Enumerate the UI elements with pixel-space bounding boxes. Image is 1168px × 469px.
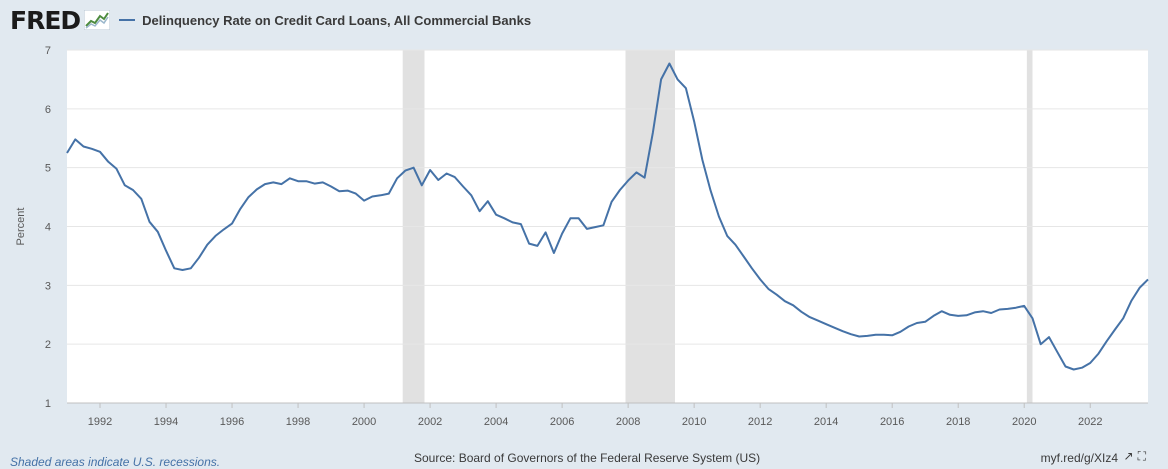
x-tick-label: 2012 — [748, 416, 772, 428]
fullscreen-icon[interactable]: ⛶ — [1137, 449, 1146, 463]
x-tick-label: 2004 — [484, 416, 508, 428]
x-tick-label: 1994 — [154, 416, 178, 428]
fred-graph-icon — [84, 10, 111, 30]
x-tick-label: 2008 — [616, 416, 640, 428]
footer-icons: ↗ ⛶ — [1124, 450, 1146, 462]
x-tick-label: 2016 — [880, 416, 904, 428]
chart-header: FRED Delinquency Rate on Credit Card Loa… — [10, 6, 531, 34]
y-tick-label: 5 — [45, 163, 51, 175]
x-tick-label: 1998 — [286, 416, 310, 428]
fred-logo[interactable]: FRED — [10, 5, 81, 35]
y-tick-label: 2 — [45, 339, 51, 351]
y-tick-label: 7 — [45, 45, 51, 57]
series-title: Delinquency Rate on Credit Card Loans, A… — [142, 12, 532, 28]
x-tick-label: 1992 — [88, 416, 112, 428]
x-tick-label: 2002 — [418, 416, 442, 428]
share-icon[interactable]: ↗ — [1123, 449, 1134, 463]
x-tick-label: 2020 — [1012, 416, 1036, 428]
x-tick-label: 1996 — [220, 416, 244, 428]
x-tick-label: 2014 — [814, 416, 838, 428]
short-link[interactable]: myf.red/g/XIz4 — [1040, 451, 1118, 465]
y-tick-label: 6 — [45, 104, 51, 116]
x-axis-ticks: 1992 1994 1996 1998 2000 2002 2004 2006 2008 2010… — [88, 403, 1102, 428]
x-tick-label: 2010 — [682, 416, 706, 428]
x-tick-label: 2022 — [1078, 416, 1102, 428]
y-axis-ticks: 1 2 3 4 5 6 7 — [45, 45, 51, 410]
legend-swatch — [119, 19, 136, 21]
x-tick-label: 2006 — [550, 416, 574, 428]
y-tick-label: 3 — [45, 280, 51, 292]
y-axis-label: Percent — [15, 208, 27, 246]
series-line-delinquency-rate[interactable] — [66, 62, 1149, 371]
source-text: Source: Board of Governors of the Federa… — [414, 451, 761, 465]
recession-note: Shaded areas indicate U.S. recessions. — [10, 455, 221, 469]
y-tick-label: 1 — [45, 398, 51, 410]
y-tick-label: 4 — [45, 222, 51, 234]
x-tick-label: 2018 — [946, 416, 970, 428]
x-tick-label: 2000 — [352, 416, 376, 428]
